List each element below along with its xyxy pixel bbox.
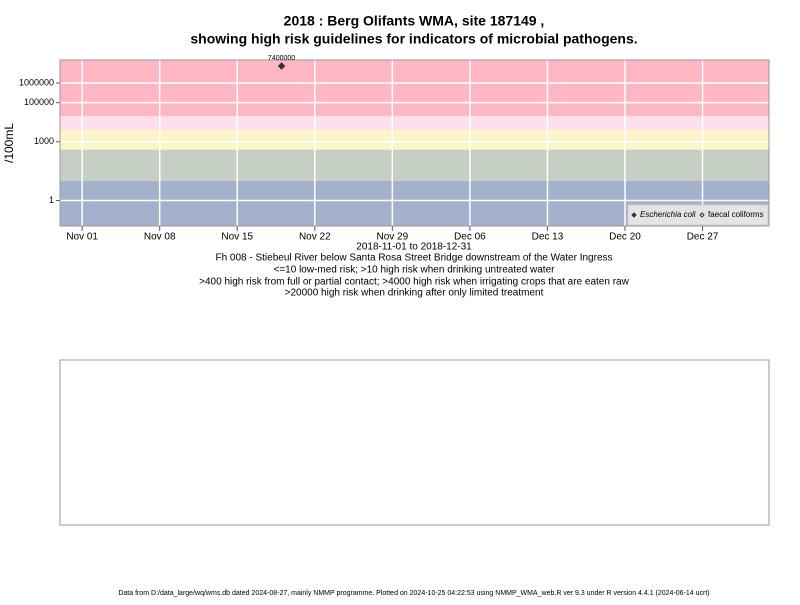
- y-tick-label: 100000: [24, 97, 54, 107]
- chart-title: 2018 : Berg Olifants WMA, site 187149 ,: [284, 13, 545, 29]
- x-tick-label: Nov 15: [221, 232, 253, 243]
- y-axis-label: /100mL: [2, 123, 16, 163]
- risk-band: [60, 149, 769, 181]
- value-label: 7400000: [268, 55, 295, 62]
- legend-box: [627, 204, 769, 226]
- y-tick-label: 1: [49, 195, 54, 205]
- x-tick-label: Nov 08: [144, 232, 176, 243]
- risk-band: [60, 116, 769, 130]
- plot-frame: [59, 59, 770, 227]
- x-axis-label: 2018-11-01 to 2018-12-31: [356, 242, 472, 253]
- x-tick-label: Dec 13: [532, 232, 564, 243]
- x-tick-label: Nov 22: [299, 232, 331, 243]
- note: >400 high risk from full or partial cont…: [199, 277, 629, 288]
- legend-marker: [631, 212, 637, 218]
- x-tick-label: Dec 27: [687, 232, 719, 243]
- y-tick-label: 1000000: [19, 77, 54, 87]
- y-tick-label: 1000: [34, 136, 54, 146]
- chart-subtitle: showing high risk guidelines for indicat…: [190, 31, 637, 47]
- x-tick-label: Nov 29: [377, 232, 409, 243]
- x-tick-label: Dec 20: [609, 232, 641, 243]
- legend-marker: [699, 212, 705, 218]
- note: >20000 high risk when drinking after onl…: [285, 288, 544, 299]
- note: Fh 008 - Stiebeul River below Santa Rosa…: [215, 253, 612, 264]
- risk-band: [60, 60, 769, 117]
- risk-band: [60, 129, 769, 150]
- data-point: [277, 62, 286, 70]
- legend-label: faecal coliforms: [708, 210, 764, 219]
- footer: Data from D:/data_large/wq/wms.db dated …: [118, 590, 709, 597]
- legend-label: Escherichia coli: [640, 210, 696, 219]
- empty-panel: [59, 359, 770, 526]
- x-tick-label: Nov 01: [66, 232, 98, 243]
- x-tick-label: Dec 06: [454, 232, 486, 243]
- note: <=10 low-med risk; >10 high risk when dr…: [274, 265, 556, 276]
